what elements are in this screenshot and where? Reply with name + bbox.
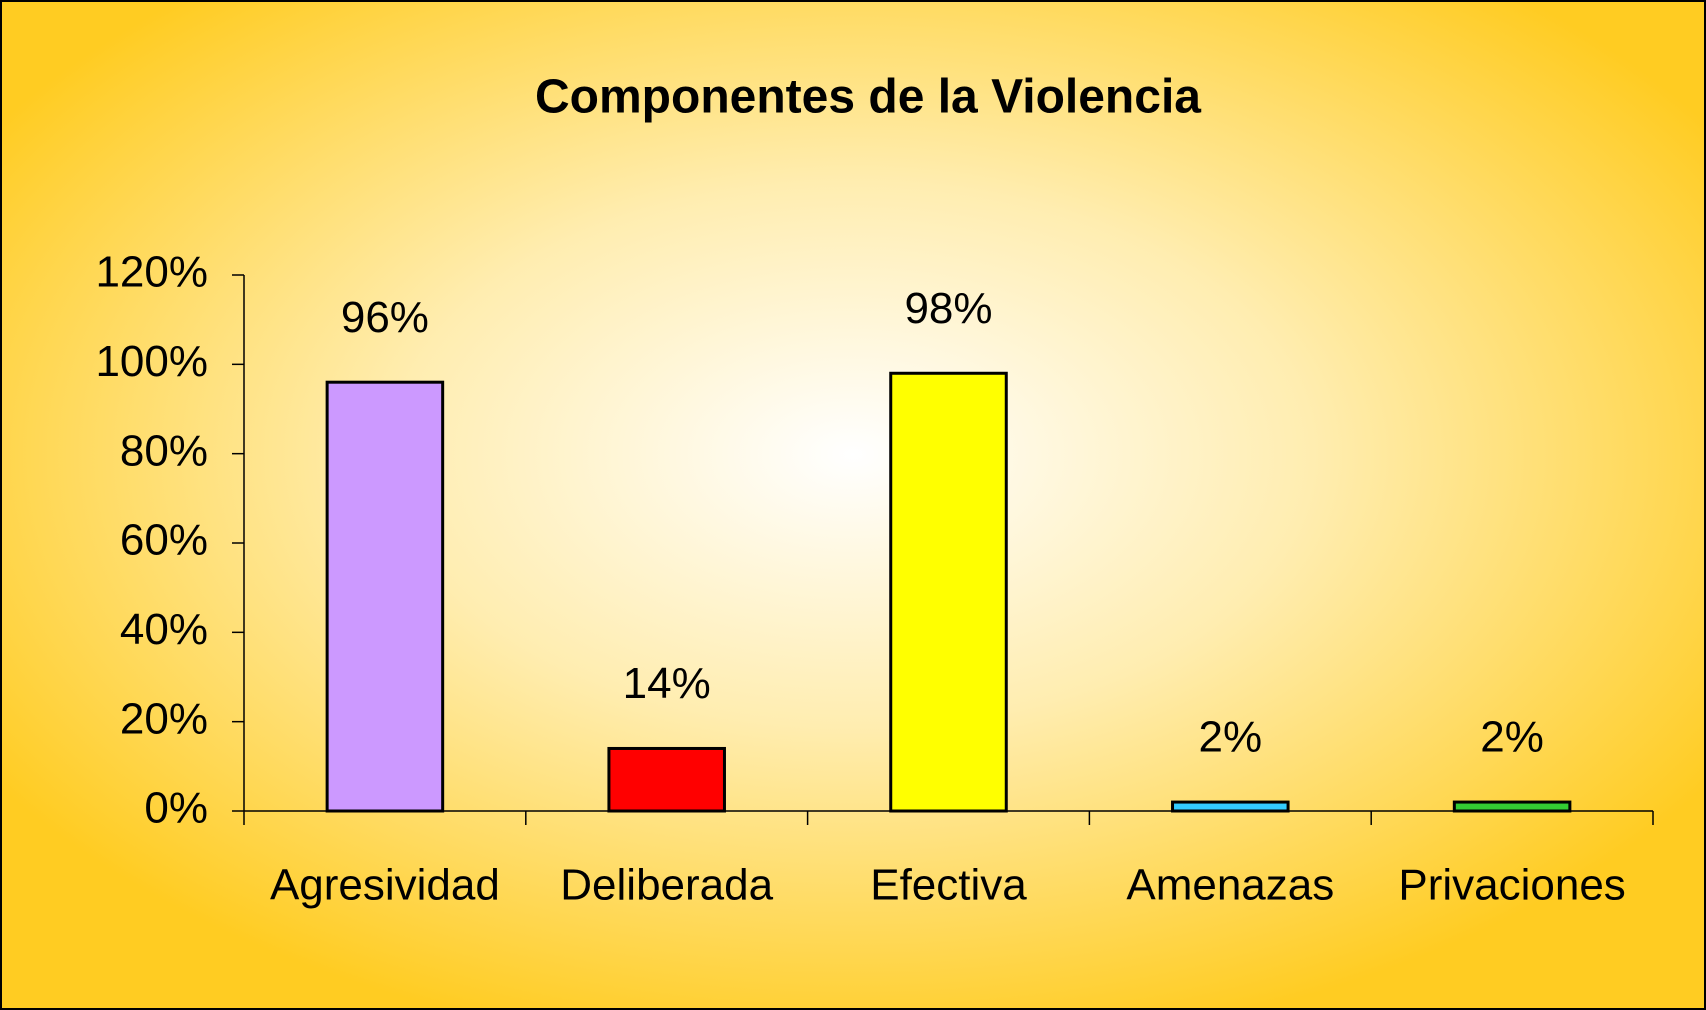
y-tick-label: 100% — [95, 337, 208, 386]
data-label: 2% — [1199, 713, 1263, 762]
data-label: 2% — [1480, 713, 1544, 762]
x-tick-label: Deliberada — [560, 861, 773, 910]
bar — [1171, 800, 1290, 813]
x-tick-label: Agresividad — [270, 861, 500, 910]
data-label: 96% — [341, 293, 429, 342]
y-tick-label: 120% — [95, 248, 208, 297]
y-tick-label: 40% — [120, 605, 208, 654]
data-label: 98% — [904, 284, 992, 333]
bar — [1452, 800, 1572, 813]
y-tick-label: 60% — [120, 516, 208, 565]
bar — [607, 746, 726, 813]
y-tick-label: 80% — [120, 426, 208, 475]
x-tick-label: Privaciones — [1398, 861, 1625, 910]
bar — [325, 380, 445, 813]
x-tick-label: Efectiva — [870, 861, 1027, 910]
data-label: 14% — [623, 659, 711, 708]
y-tick-label: 20% — [120, 694, 208, 743]
x-tick-label: Amenazas — [1126, 861, 1334, 910]
y-tick-label: 0% — [144, 784, 208, 833]
chart-title: Componentes de la Violencia — [535, 71, 1201, 124]
bar — [889, 371, 1008, 813]
